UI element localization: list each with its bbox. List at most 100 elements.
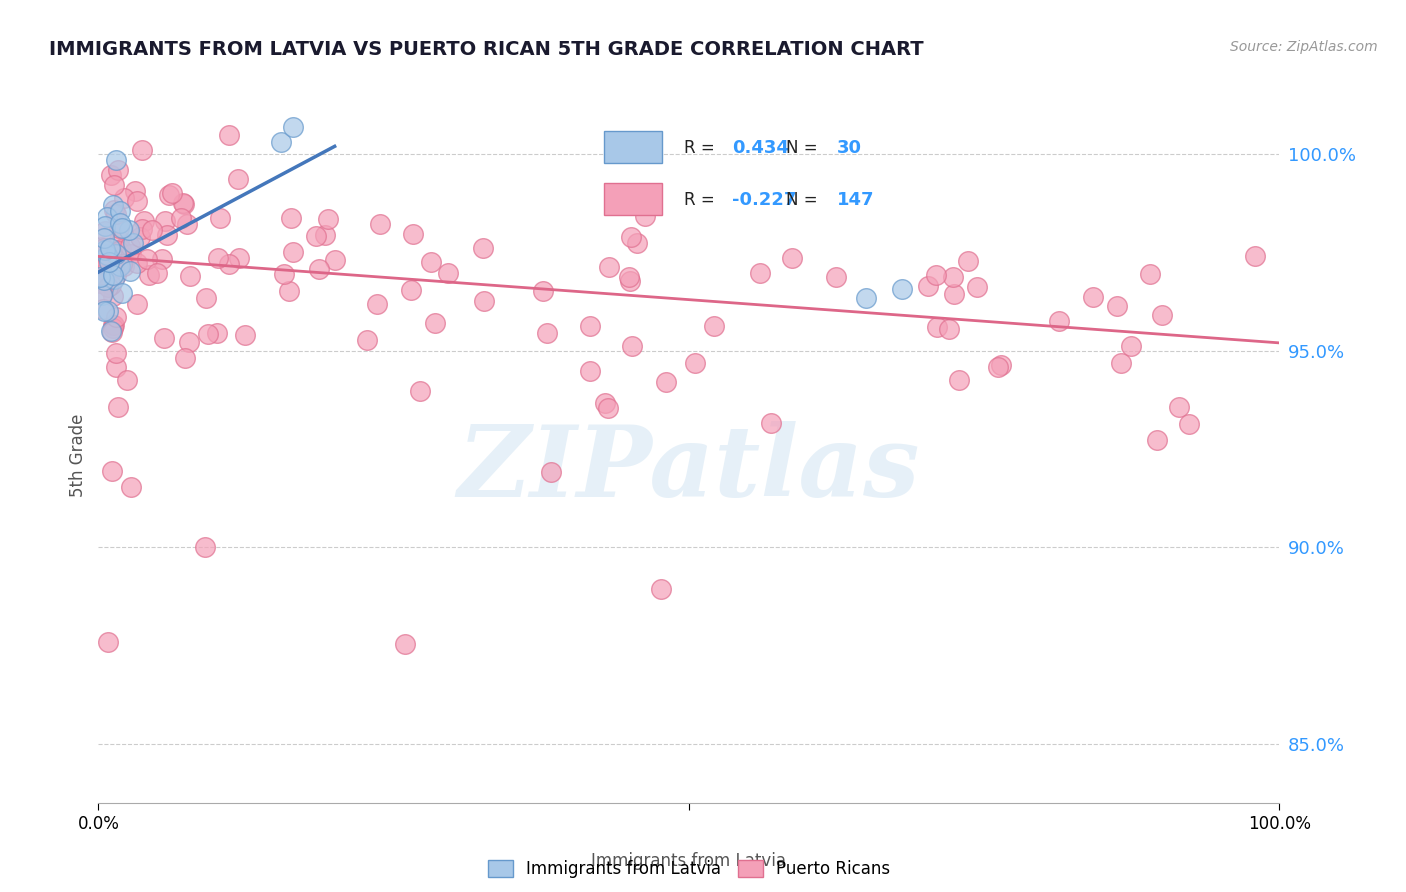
Point	[112, 191, 135, 205]
Point	[620, 339, 643, 353]
Point	[399, 283, 422, 297]
Point	[917, 279, 939, 293]
Point	[633, 209, 655, 223]
Point	[1150, 308, 1173, 322]
Point	[218, 128, 240, 142]
Point	[1139, 267, 1161, 281]
Point	[356, 333, 378, 347]
Point	[131, 222, 153, 236]
Point	[91, 286, 114, 301]
Point	[101, 198, 124, 212]
Point	[207, 326, 229, 341]
Point	[120, 247, 142, 261]
Point	[108, 259, 131, 273]
Point	[172, 196, 194, 211]
Point	[93, 231, 115, 245]
Point	[120, 239, 142, 253]
Point	[129, 230, 152, 244]
Point	[91, 288, 114, 302]
Point	[1244, 249, 1267, 263]
Point	[93, 219, 115, 233]
Point	[115, 374, 138, 388]
Point	[120, 480, 142, 494]
Point	[90, 240, 112, 254]
Point	[650, 582, 672, 597]
Point	[598, 401, 620, 415]
Point	[308, 262, 330, 277]
Point	[93, 269, 115, 284]
Point	[101, 245, 124, 260]
Point	[593, 396, 616, 410]
Point	[100, 324, 122, 338]
Point	[228, 251, 250, 265]
Point	[1121, 338, 1143, 352]
Point	[368, 217, 391, 231]
Point	[108, 221, 131, 235]
Point	[93, 243, 115, 257]
Point	[748, 266, 770, 280]
Point	[761, 416, 783, 430]
Point	[118, 263, 141, 277]
Point	[104, 268, 127, 282]
Point	[107, 233, 129, 247]
Point	[943, 286, 966, 301]
Point	[437, 266, 460, 280]
Point	[314, 228, 336, 243]
Point	[277, 285, 299, 299]
Point	[626, 191, 648, 205]
Point	[101, 464, 124, 478]
Point	[93, 304, 115, 318]
Point	[655, 375, 678, 389]
Point	[925, 319, 948, 334]
Point	[270, 135, 292, 149]
Point	[112, 259, 135, 273]
Point	[97, 304, 120, 318]
Point	[194, 540, 217, 554]
Point	[101, 325, 124, 339]
Point	[135, 252, 157, 267]
Point	[855, 291, 877, 305]
Point	[103, 318, 125, 332]
Point	[226, 172, 249, 186]
Point	[208, 211, 231, 225]
Point	[579, 363, 602, 377]
Point	[96, 257, 118, 271]
Text: IMMIGRANTS FROM LATVIA VS PUERTO RICAN 5TH GRADE CORRELATION CHART: IMMIGRANTS FROM LATVIA VS PUERTO RICAN 5…	[49, 40, 924, 59]
Point	[89, 246, 111, 260]
Point	[93, 302, 115, 317]
Point	[103, 203, 125, 218]
Point	[283, 120, 305, 134]
Point	[105, 153, 128, 168]
Point	[273, 267, 295, 281]
Point	[280, 211, 302, 225]
Point	[1178, 417, 1201, 431]
Point	[131, 143, 153, 157]
Point	[100, 168, 122, 182]
Point	[89, 269, 111, 284]
Point	[111, 257, 134, 271]
Point	[531, 284, 554, 298]
Point	[179, 269, 201, 284]
Point	[1081, 290, 1104, 304]
Point	[100, 277, 122, 292]
Point	[89, 246, 111, 260]
Point	[890, 282, 912, 296]
Point	[316, 212, 339, 227]
Point	[108, 216, 131, 230]
Point	[620, 230, 643, 244]
Point	[97, 255, 120, 269]
Point	[366, 297, 388, 311]
Point	[94, 224, 117, 238]
Point	[987, 359, 1010, 374]
Point	[472, 293, 495, 308]
Point	[177, 334, 200, 349]
Legend: Immigrants from Latvia, Puerto Ricans: Immigrants from Latvia, Puerto Ricans	[481, 854, 897, 885]
Point	[703, 318, 725, 333]
Point	[195, 291, 218, 305]
Point	[150, 252, 173, 266]
Point	[93, 273, 115, 287]
Point	[107, 163, 129, 178]
Point	[598, 260, 620, 275]
Point	[825, 270, 848, 285]
Point	[87, 254, 110, 268]
